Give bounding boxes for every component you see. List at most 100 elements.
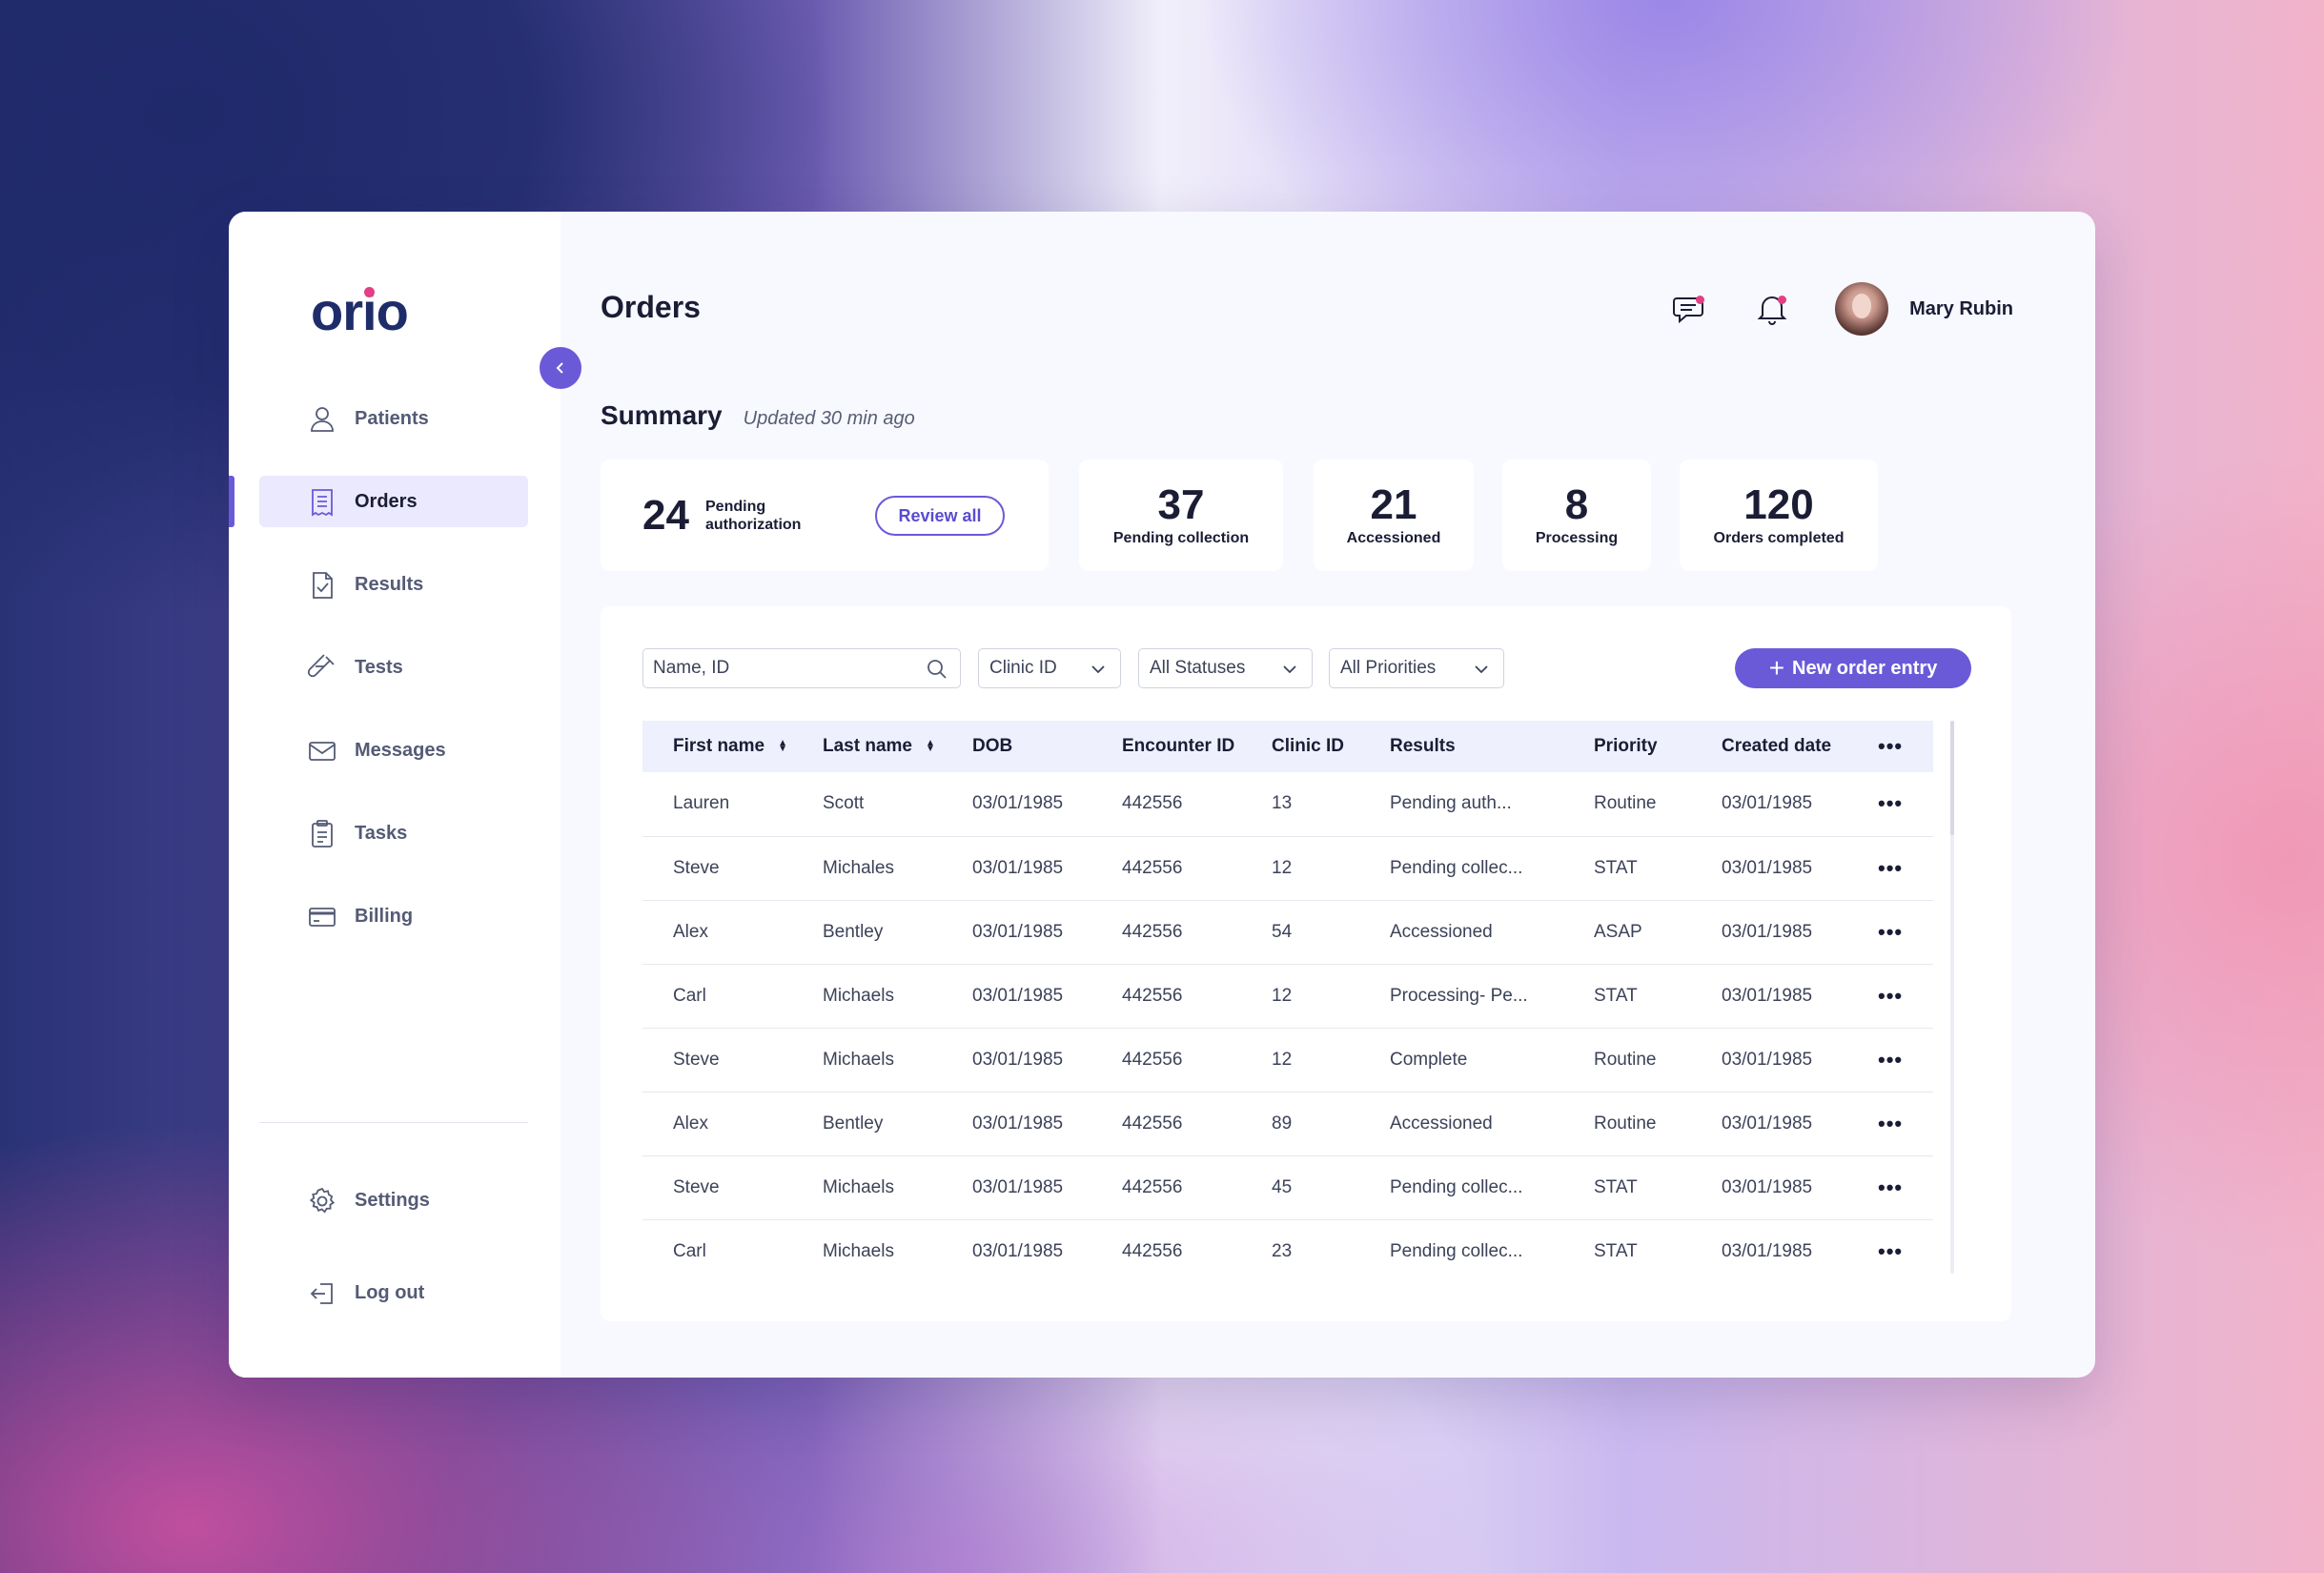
row-actions: •••	[1847, 1155, 1933, 1219]
scrollbar-thumb[interactable]	[1950, 721, 1954, 835]
more-icon[interactable]: •••	[1878, 1111, 1904, 1135]
cell-priority: STAT	[1594, 857, 1638, 878]
cell-clinic-id: 12	[1272, 985, 1293, 1006]
more-icon[interactable]: •••	[1878, 983, 1904, 1008]
plus-icon: +	[1768, 653, 1785, 683]
receipt-icon	[312, 489, 333, 517]
sidebar-item-results[interactable]: Results	[259, 559, 528, 610]
sidebar-item-billing[interactable]: Billing	[259, 890, 528, 942]
more-icon[interactable]: •••	[1878, 1238, 1904, 1263]
processing-card[interactable]: 8 Processing	[1502, 460, 1651, 571]
avatar[interactable]	[1835, 282, 1889, 336]
more-icon[interactable]: •••	[1878, 1175, 1904, 1199]
cell-first-name: Steve	[673, 857, 720, 878]
sidebar-item-label: Settings	[355, 1189, 430, 1211]
stat-value: 120	[1743, 481, 1814, 528]
cell-first-name: Carl	[673, 985, 706, 1006]
sidebar-nav: Patients Orders Results Tests Messages	[229, 393, 528, 973]
cell-created-date: 03/01/1985	[1722, 1240, 1813, 1261]
stat-label: Orders completed	[1713, 530, 1845, 546]
cell-first-name: Steve	[673, 1049, 720, 1070]
clinic-id-select[interactable]: Clinic ID	[978, 648, 1121, 688]
chat-button[interactable]	[1671, 290, 1709, 328]
pending-collection-card[interactable]: 37 Pending collection	[1079, 460, 1283, 571]
user-name[interactable]: Mary Rubin	[1909, 297, 2013, 319]
orders-completed-card[interactable]: 120 Orders completed	[1680, 460, 1878, 571]
more-icon[interactable]: •••	[1878, 1047, 1904, 1072]
sidebar-item-patients[interactable]: Patients	[259, 393, 528, 444]
column-header-more[interactable]: •••	[1847, 721, 1933, 772]
status-select[interactable]: All Statuses	[1138, 648, 1313, 688]
cell-results: Accessioned	[1390, 1113, 1493, 1134]
sidebar-item-label: Log out	[355, 1281, 425, 1303]
logo[interactable]: ori o	[311, 280, 409, 342]
cell-encounter-id: 442556	[1122, 1049, 1183, 1070]
sort-icon[interactable]: ▲ ▼	[778, 737, 787, 754]
sidebar-divider	[259, 1122, 528, 1123]
summary-header: Summary Updated 30 min ago	[601, 400, 915, 431]
cell-priority: Routine	[1594, 1113, 1657, 1134]
column-header-clinic-id: Clinic ID	[1272, 736, 1345, 756]
priority-select[interactable]: All Priorities	[1329, 648, 1504, 688]
cell-dob: 03/01/1985	[972, 1240, 1064, 1261]
summary-updated-time: Updated 30 min ago	[743, 408, 915, 429]
cell-last-name: Bentley	[823, 1113, 884, 1134]
table-scrollbar[interactable]	[1950, 721, 1954, 1274]
chat-icon	[1673, 297, 1704, 324]
header-actions: Mary Rubin	[1671, 282, 2013, 336]
cell-first-name: Lauren	[673, 793, 730, 814]
table-row[interactable]: Lauren Scott 03/01/1985 442556 13 Pending aut…	[642, 772, 1933, 836]
column-header-first-name[interactable]: First name ▲ ▼	[673, 736, 787, 756]
sort-icon[interactable]: ▲ ▼	[925, 737, 935, 754]
column-header-results: Results	[1390, 736, 1456, 756]
column-header-last-name[interactable]: Last name ▲ ▼	[823, 736, 935, 756]
cell-first-name: Carl	[673, 1240, 706, 1261]
sidebar-item-settings[interactable]: Settings	[259, 1175, 528, 1226]
sidebar-item-messages[interactable]: Messages	[259, 725, 528, 776]
collapse-sidebar-button[interactable]	[540, 347, 581, 389]
accessioned-card[interactable]: 21 Accessioned	[1314, 460, 1474, 571]
sidebar-item-logout[interactable]: Log out	[259, 1267, 528, 1318]
table-row[interactable]: Steve Michaels 03/01/1985 442556 45 Pending c…	[642, 1155, 1933, 1219]
new-order-entry-button[interactable]: + New order entry	[1735, 648, 1971, 688]
button-label: New order entry	[1792, 657, 1938, 679]
cell-clinic-id: 45	[1272, 1176, 1293, 1197]
row-actions: •••	[1847, 900, 1933, 964]
bell-icon	[1757, 296, 1787, 325]
table-row[interactable]: Alex Bentley 03/01/1985 442556 89 Accessioned…	[642, 1092, 1933, 1155]
table-row[interactable]: Carl Michaels 03/01/1985 442556 12 Processing…	[642, 964, 1933, 1028]
cell-created-date: 03/01/1985	[1722, 793, 1813, 814]
row-actions: •••	[1847, 964, 1933, 1028]
clipboard-icon	[312, 820, 333, 848]
cell-clinic-id: 12	[1272, 857, 1293, 878]
table-row[interactable]: Alex Bentley 03/01/1985 442556 54 Accessioned…	[642, 900, 1933, 964]
cell-last-name: Bentley	[823, 921, 884, 942]
table-row[interactable]: Steve Michales 03/01/1985 442556 12 Pending c…	[642, 836, 1933, 900]
cell-dob: 03/01/1985	[972, 1176, 1064, 1197]
sidebar-item-tests[interactable]: Tests	[259, 642, 528, 693]
sidebar-item-orders[interactable]: Orders	[229, 476, 528, 527]
table-row[interactable]: Steve Michaels 03/01/1985 442556 12 Complete R…	[642, 1028, 1933, 1092]
stat-label: Pending authorization	[705, 499, 802, 533]
cell-encounter-id: 442556	[1122, 1176, 1183, 1197]
logo-text-suffix: o	[376, 281, 409, 341]
search-icon[interactable]	[926, 658, 948, 681]
review-all-button[interactable]: Review all	[875, 496, 1005, 536]
cell-results: Pending collec...	[1390, 857, 1523, 878]
notifications-button[interactable]	[1753, 290, 1791, 328]
sidebar-item-label: Billing	[355, 905, 414, 927]
more-icon[interactable]: •••	[1878, 919, 1904, 944]
table-row[interactable]: Carl Michaels 03/01/1985 442556 23 Pending co…	[642, 1219, 1933, 1283]
cell-encounter-id: 442556	[1122, 793, 1183, 814]
cell-created-date: 03/01/1985	[1722, 985, 1813, 1006]
search-input[interactable]	[643, 649, 910, 687]
sidebar-item-tasks[interactable]: Tasks	[259, 807, 528, 859]
credit-card-icon	[309, 908, 336, 927]
more-icon[interactable]: •••	[1878, 734, 1904, 758]
more-icon[interactable]: •••	[1878, 855, 1904, 880]
cell-priority: ASAP	[1594, 921, 1642, 942]
more-icon[interactable]: •••	[1878, 791, 1904, 816]
sidebar-item-label: Tests	[355, 656, 403, 678]
cell-last-name: Michaels	[823, 1176, 894, 1197]
cell-priority: Routine	[1594, 793, 1657, 814]
